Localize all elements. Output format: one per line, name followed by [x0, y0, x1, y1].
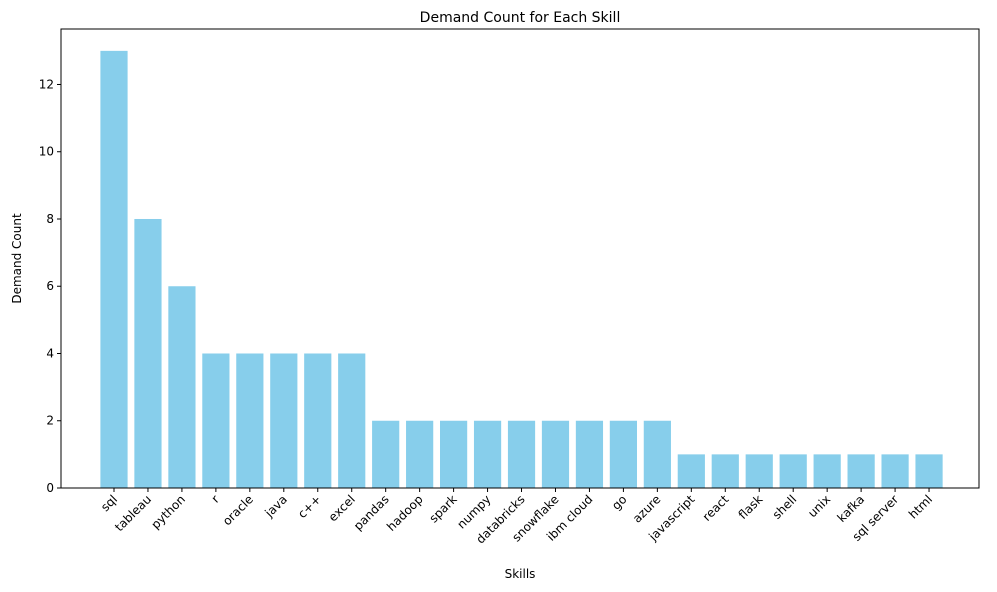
bar-spark	[440, 420, 468, 488]
y-tick-label: 6	[46, 279, 54, 293]
bar-html	[915, 454, 943, 488]
x-tick-label: tableau	[112, 492, 154, 534]
bar-oracle	[236, 353, 264, 488]
x-tick-label: hadoop	[384, 492, 426, 534]
y-tick-label: 10	[39, 145, 54, 159]
bar-kafka	[847, 454, 875, 488]
bar-tableau	[134, 218, 162, 489]
y-tick-label: 8	[46, 212, 54, 226]
x-tick-label: sql	[98, 492, 120, 514]
x-tick-label: c++	[295, 492, 324, 521]
x-tick-label: flask	[736, 492, 766, 522]
x-tick-label: shell	[770, 492, 800, 522]
bar-databricks	[507, 420, 536, 488]
bar-unix	[813, 454, 841, 488]
x-tick-label: go	[609, 492, 629, 512]
bar-javascript	[677, 454, 705, 488]
bar-ibm-cloud	[575, 420, 604, 488]
bar-sql-server	[881, 454, 909, 488]
x-tick-label: html	[906, 492, 935, 521]
bar-r	[202, 353, 230, 488]
y-tick-label: 4	[46, 346, 54, 360]
bar-azure	[643, 420, 671, 488]
bar-java	[270, 353, 298, 488]
x-axis-label: Skills	[505, 567, 536, 581]
y-tick-label: 12	[39, 77, 54, 91]
x-tick-label: python	[148, 492, 188, 532]
bar-sql	[100, 50, 128, 489]
bar-go	[609, 420, 637, 488]
bar-c-	[304, 353, 332, 488]
plot-frame	[60, 28, 980, 489]
bar-python	[168, 286, 196, 488]
y-tick-label: 2	[46, 414, 54, 428]
bar-hadoop	[406, 420, 434, 488]
x-tick-label: pandas	[351, 492, 392, 533]
x-tick-label: react	[700, 492, 732, 524]
bar-numpy	[473, 420, 502, 488]
x-tick-label: unix	[805, 492, 833, 520]
bar-excel	[338, 353, 366, 488]
bar-flask	[745, 454, 773, 488]
y-axis: 0 2 4 6 8 10 12	[39, 77, 61, 495]
chart-title: Demand Count for Each Skill	[420, 10, 621, 26]
x-tick-label: oracle	[220, 492, 256, 528]
bar-react	[711, 454, 739, 488]
y-axis-label: Demand Count	[10, 213, 24, 304]
bar-shell	[779, 454, 807, 488]
bar-snowflake	[541, 420, 570, 488]
bar-pandas	[372, 420, 400, 488]
x-tick-label: excel	[326, 492, 358, 524]
x-tick-label: r	[209, 492, 222, 505]
x-tick-label: java	[262, 492, 290, 520]
y-tick-label: 0	[46, 481, 54, 495]
bars-group	[100, 50, 943, 489]
